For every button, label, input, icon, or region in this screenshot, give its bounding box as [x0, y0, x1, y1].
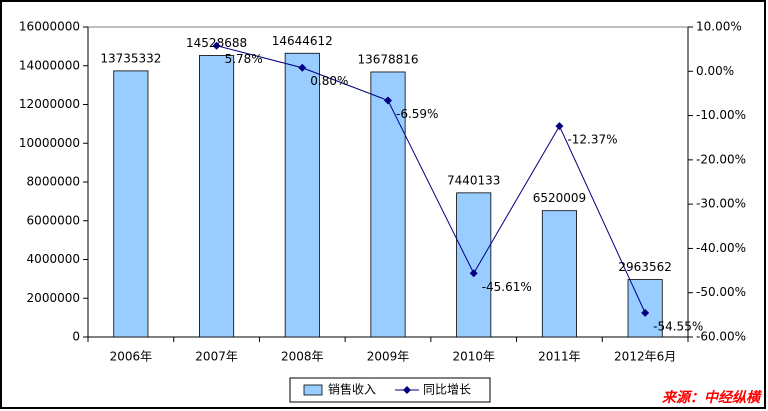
bar-value-label: 2963562 — [618, 260, 671, 274]
y2-tick-label: -10.00% — [696, 108, 746, 122]
y2-tick-label: -20.00% — [696, 152, 746, 166]
bar — [284, 52, 320, 338]
bar-value-label: 7440133 — [447, 173, 500, 187]
y2-tick-label: 0.00% — [696, 64, 734, 78]
y2-tick-label: -30.00% — [696, 197, 746, 211]
y-tick-label: 10000000 — [19, 136, 80, 150]
bar — [370, 71, 406, 338]
line-marker — [555, 122, 564, 131]
line-value-label: -6.59% — [396, 107, 438, 121]
line-marker — [469, 269, 478, 278]
line-value-label: -54.55% — [653, 319, 703, 333]
x-tick-label: 2012年6月 — [614, 350, 676, 364]
line-value-label: 0.80% — [310, 74, 348, 88]
legend-swatch — [303, 384, 323, 396]
line-value-label: 5.78% — [225, 52, 263, 66]
y2-tick-label: -40.00% — [696, 241, 746, 255]
bar — [456, 192, 492, 338]
legend-label: 同比增长 — [423, 383, 471, 397]
y2-tick-label: -60.00% — [696, 330, 746, 344]
legend-label: 销售收入 — [328, 382, 376, 397]
bar-value-label: 13735332 — [100, 51, 161, 65]
line — [216, 45, 646, 314]
x-tick-label: 2006年 — [110, 350, 153, 364]
bar — [541, 210, 577, 338]
x-tick-label: 2011年 — [538, 350, 581, 364]
line-marker — [298, 63, 307, 72]
bar — [199, 55, 235, 338]
legend-box — [289, 377, 491, 403]
y2-tick-label: 10.00% — [696, 20, 742, 34]
x-tick-label: 2010年 — [452, 350, 495, 364]
bar — [113, 70, 149, 338]
line-value-label: -12.37% — [567, 133, 617, 147]
y-tick-label: 16000000 — [19, 20, 80, 34]
y-tick-label: 14000000 — [19, 58, 80, 72]
x-tick-label: 2007年 — [195, 350, 238, 364]
bar-value-label: 6520009 — [533, 191, 586, 205]
y-tick-label: 0 — [72, 330, 80, 344]
y-tick-label: 12000000 — [19, 97, 80, 111]
line-marker — [212, 41, 221, 50]
x-tick-label: 2008年 — [281, 350, 324, 364]
source: 来源：中经纵横 — [662, 389, 763, 406]
y2-tick-label: -50.00% — [696, 285, 746, 299]
line-value-label: -45.61% — [482, 280, 532, 294]
y-tick-label: 8000000 — [27, 175, 80, 189]
line-marker — [641, 308, 650, 317]
y-tick-label: 6000000 — [27, 213, 80, 227]
y-tick-label: 4000000 — [27, 252, 80, 266]
y-tick-label: 2000000 — [27, 291, 80, 305]
x-tick-label: 2009年 — [367, 350, 410, 364]
bar-value-label: 14644612 — [272, 34, 333, 48]
legend-marker — [403, 386, 411, 394]
line-marker — [384, 96, 392, 105]
bar-value-label: 13678816 — [357, 52, 418, 66]
